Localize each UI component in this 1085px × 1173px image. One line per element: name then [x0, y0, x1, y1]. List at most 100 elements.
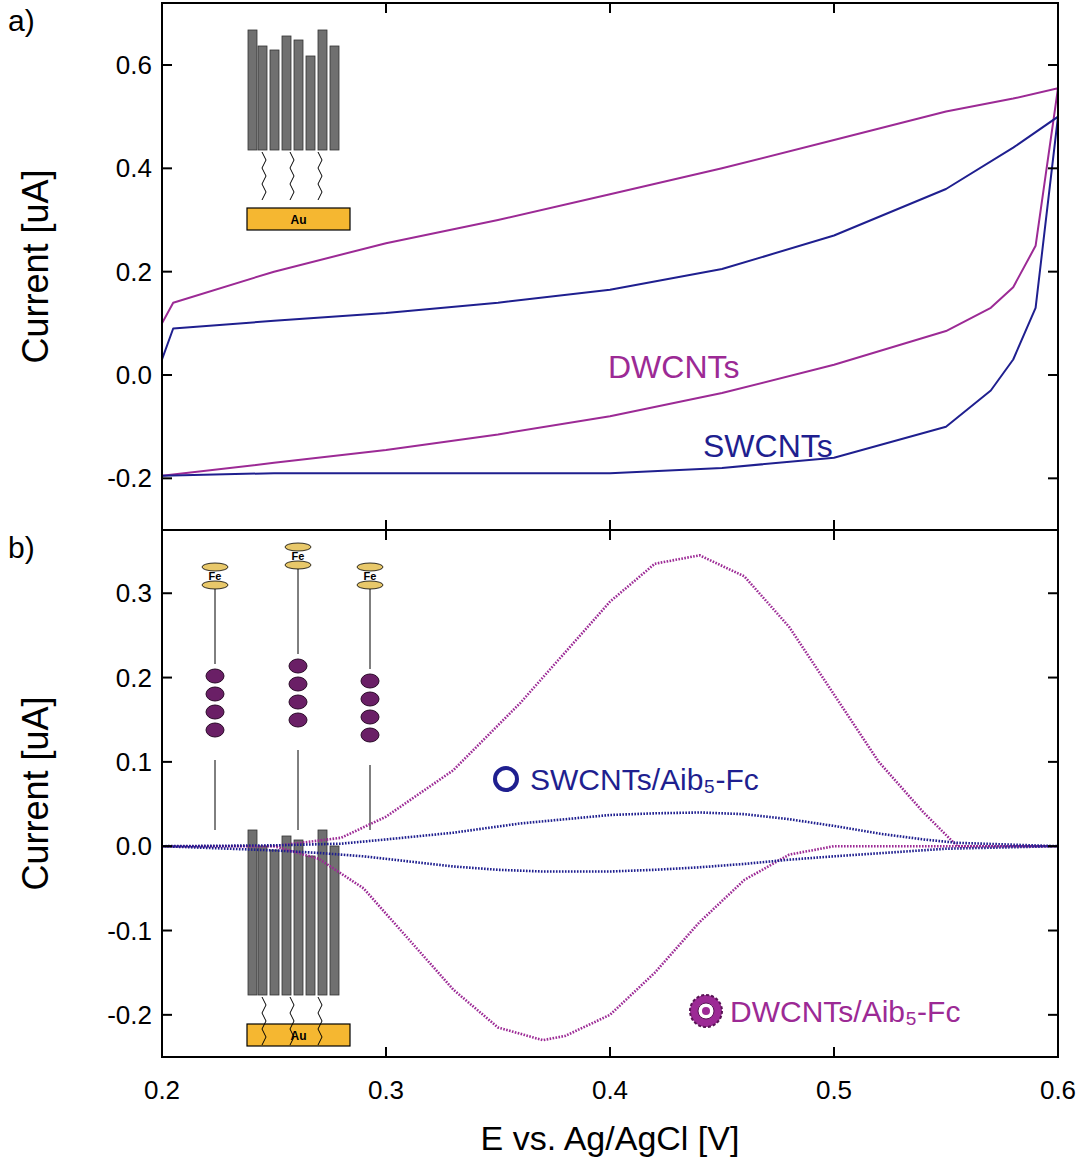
x-tick-label: 0.2 — [144, 1075, 180, 1105]
y-tick — [1048, 1014, 1058, 1016]
x-tick — [1057, 3, 1059, 13]
inset-label: Fe — [364, 570, 377, 582]
x-tick — [385, 530, 387, 540]
linker — [215, 587, 216, 664]
panel-letter: b) — [8, 531, 35, 564]
series-label: DWCNTs/Aib₅-Fc — [730, 995, 960, 1028]
data-group — [162, 555, 1058, 1040]
schematic-inset: Au Fe Fe Fe — [202, 543, 383, 1046]
y-tick — [1048, 677, 1058, 679]
nanotube — [306, 856, 315, 995]
linker — [318, 152, 322, 200]
schematic-inset: Au — [247, 30, 350, 230]
nanotube — [248, 830, 257, 995]
series-label: DWCNTs — [608, 349, 740, 385]
y-tick — [1048, 592, 1058, 594]
y-tick — [162, 477, 172, 479]
y-tick-label: 0.2 — [116, 257, 152, 287]
x-tick — [833, 530, 835, 540]
y-tick-label: 0.6 — [116, 50, 152, 80]
inset-label: Fe — [292, 550, 305, 562]
helix — [361, 728, 379, 742]
panel: AuFeFeFeDWCNTs/Aib₅-FcSWCNTs/Aib₅-Fc-0.2… — [8, 530, 1076, 1157]
y-tick — [1048, 167, 1058, 169]
cyclopentadienyl — [285, 561, 311, 569]
linker — [290, 152, 294, 200]
series-label: SWCNTs — [703, 428, 833, 464]
gold-electrode — [247, 208, 350, 230]
x-tick — [161, 1047, 163, 1057]
nanotube — [306, 56, 315, 150]
nanotube — [294, 840, 303, 995]
y-tick — [1048, 761, 1058, 763]
nanotube — [330, 46, 339, 150]
y-tick — [162, 677, 172, 679]
panel-letter: a) — [8, 4, 35, 37]
helix — [206, 705, 224, 719]
nanotube-icon — [702, 1007, 710, 1015]
nanotube — [318, 830, 327, 995]
y-tick-label: -0.2 — [107, 1000, 152, 1030]
nanotube — [270, 50, 279, 150]
plot-frame — [162, 3, 1058, 530]
nanotube — [248, 30, 257, 150]
y-tick — [162, 1014, 172, 1016]
helix — [289, 677, 307, 691]
y-tick — [1048, 374, 1058, 376]
y-tick — [162, 761, 172, 763]
y-axis-title: Current [uA] — [15, 696, 56, 890]
y-tick — [1048, 845, 1058, 847]
x-tick — [609, 530, 611, 540]
y-tick — [1048, 271, 1058, 273]
panel: AuDWCNTsSWCNTs-0.20.00.20.40.6Current [u… — [8, 3, 1058, 530]
x-tick — [161, 3, 163, 13]
helix — [289, 713, 307, 727]
y-tick — [1048, 930, 1058, 932]
helix — [206, 669, 224, 683]
figure: Au DWCNTs SWCNTs -0.2 0.0 0.2 0.4 0.6 Current [u… — [0, 0, 1085, 1173]
y-tick — [162, 167, 172, 169]
x-tick-label: 0.5 — [816, 1075, 852, 1105]
linker — [262, 997, 266, 1045]
helix — [361, 692, 379, 706]
x-tick — [385, 1047, 387, 1057]
y-axis-title: Current [uA] — [15, 169, 56, 363]
nanotube — [330, 846, 339, 995]
y-tick — [162, 64, 172, 66]
inset-label: Fe — [209, 570, 222, 582]
nanotube-icon — [698, 1003, 714, 1019]
x-tick — [1057, 520, 1059, 530]
x-tick — [161, 520, 163, 530]
x-tick — [385, 3, 387, 13]
helix — [361, 674, 379, 688]
nanotube-icon — [690, 995, 722, 1027]
x-axis-title: E vs. Ag/AgCl [V] — [481, 1119, 740, 1157]
y-tick — [1048, 64, 1058, 66]
y-tick-label: 0.2 — [116, 663, 152, 693]
y-tick-label: -0.2 — [107, 463, 152, 493]
linker — [290, 997, 294, 1045]
x-tick-label: 0.4 — [592, 1075, 628, 1105]
x-tick — [385, 520, 387, 530]
y-tick-label: 0.3 — [116, 578, 152, 608]
data-group — [162, 88, 1058, 476]
nanotube — [282, 36, 291, 150]
cv-curve — [162, 117, 1058, 476]
x-tick — [833, 520, 835, 530]
x-tick — [609, 3, 611, 13]
y-tick-label: 0.4 — [116, 153, 152, 183]
helix — [206, 687, 224, 701]
x-tick-label: 0.6 — [1040, 1075, 1076, 1105]
helix — [289, 695, 307, 709]
y-tick-label: 0.0 — [116, 831, 152, 861]
nanotube — [258, 46, 267, 150]
y-tick — [1048, 477, 1058, 479]
linker — [370, 765, 371, 830]
cv-curve — [162, 88, 1058, 476]
inset-label: Au — [291, 1029, 307, 1043]
cv-curve — [162, 812, 1058, 871]
nanotube — [258, 846, 267, 995]
nanotube — [318, 30, 327, 150]
linker — [215, 760, 216, 830]
helix — [361, 710, 379, 724]
